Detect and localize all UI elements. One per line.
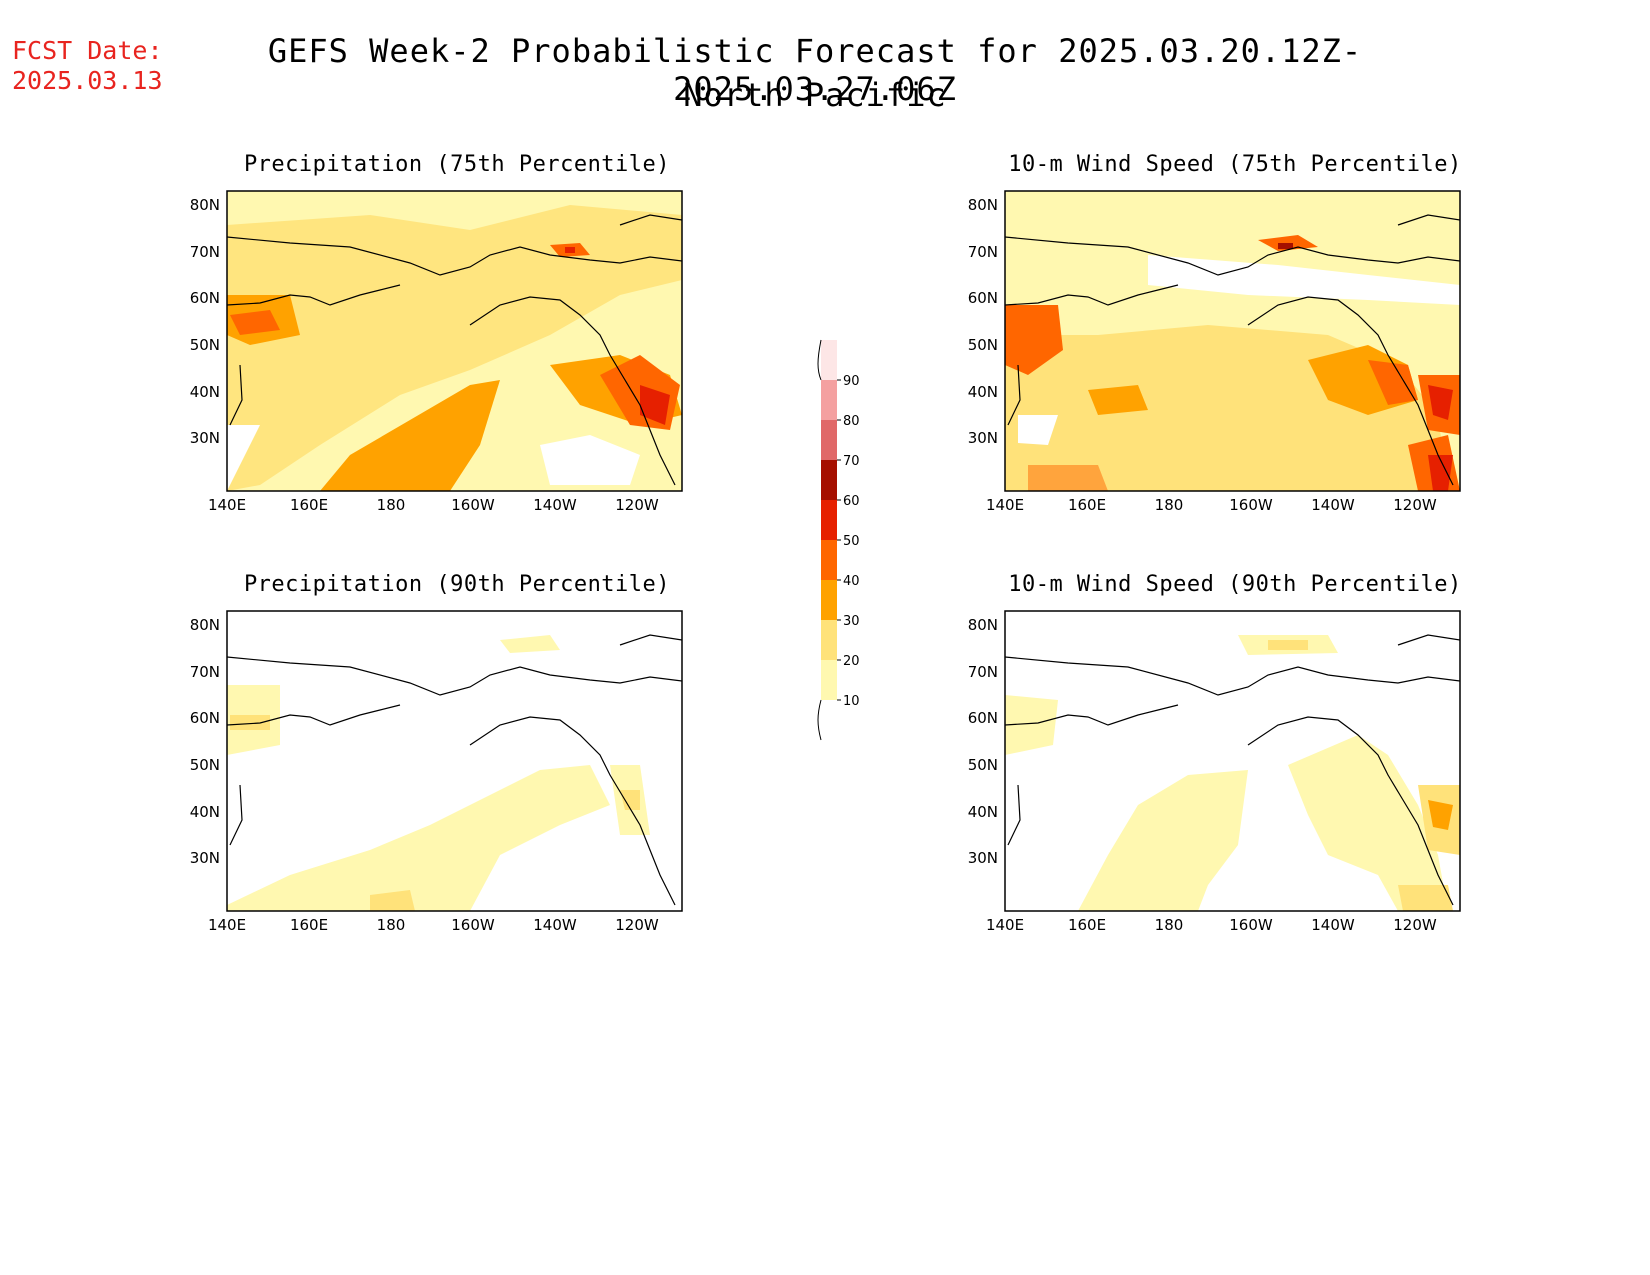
lon-label-180-precip75: 180: [377, 496, 406, 514]
lat-label-40n-wind75: 40N: [968, 383, 998, 401]
colorbar-label-40: 40: [843, 574, 860, 589]
colorbar-label-70: 70: [843, 454, 860, 469]
lon-label-140w-precip90: 140W: [533, 916, 577, 934]
colorbar-label-80: 80: [843, 414, 860, 429]
lat-label-80n-precip90: 80N: [190, 616, 220, 634]
panel-title-precip75: Precipitation (75th Percentile): [243, 152, 671, 177]
map-wind90: 80N 70N 60N 50N 40N 30N 140E 160E 180 16…: [968, 610, 1461, 934]
colorbar-swatch-7: [821, 420, 837, 460]
colorbar-label-10: 10: [843, 694, 860, 709]
lon-label-120w-wind90: 120W: [1393, 916, 1437, 934]
lon-label-140e-wind75: 140E: [986, 496, 1024, 514]
lat-label-30n-precip75: 30N: [190, 429, 220, 447]
lon-labels-wind75: 140E 160E 180 160W 140W 120W: [986, 496, 1437, 514]
lat-label-60n-precip75: 60N: [190, 289, 220, 307]
colorbar-swatch-6: [821, 460, 837, 500]
lat-label-30n-wind75: 30N: [968, 429, 998, 447]
lat-label-40n-wind90: 40N: [968, 803, 998, 821]
lon-label-140w-precip75: 140W: [533, 496, 577, 514]
lon-label-160e-precip75: 160E: [290, 496, 328, 514]
colorbar-swatch-3: [821, 580, 837, 620]
panel-title-wind90: 10-m Wind Speed (90th Percentile): [1008, 572, 1462, 597]
fcst-date-label: FCST Date:: [12, 36, 163, 65]
colorbar-label-90: 90: [843, 374, 860, 389]
lat-label-60n-wind75: 60N: [968, 289, 998, 307]
lon-label-160w-precip75: 160W: [451, 496, 495, 514]
lat-label-30n-precip90: 30N: [190, 849, 220, 867]
lon-label-120w-precip75: 120W: [615, 496, 659, 514]
lat-label-70n-wind75: 70N: [968, 243, 998, 261]
lat-label-50n-wind75: 50N: [968, 336, 998, 354]
fcst-date-value: 2025.03.13: [12, 66, 163, 95]
lon-label-120w-wind75: 120W: [1393, 496, 1437, 514]
lon-label-180-wind90: 180: [1155, 916, 1184, 934]
colorbar-label-30: 30: [843, 614, 860, 629]
lat-label-80n-wind75: 80N: [968, 196, 998, 214]
lat-label-70n-precip90: 70N: [190, 663, 220, 681]
lat-label-70n-precip75: 70N: [190, 243, 220, 261]
lon-label-140e-precip90: 140E: [208, 916, 246, 934]
lon-label-120w-precip90: 120W: [615, 916, 659, 934]
coastline-wind75: [1005, 214, 1460, 486]
colorbar-swatch-1: [821, 660, 837, 700]
lat-labels-precip90: 80N 70N 60N 50N 40N 30N: [190, 616, 220, 867]
lon-label-180-precip90: 180: [377, 916, 406, 934]
lon-label-160e-precip90: 160E: [290, 916, 328, 934]
colorbar-labels: 10 20 30 40 50 60 70 80 90: [837, 374, 860, 709]
main-title: GEFS Week-2 Probabilistic Forecast for 2…: [267, 32, 1363, 108]
coastline-precip90: [227, 634, 682, 906]
coastline-wind90: [1005, 634, 1460, 906]
lon-label-140e-wind90: 140E: [986, 916, 1024, 934]
lat-label-60n-precip90: 60N: [190, 709, 220, 727]
lon-labels-precip75: 140E 160E 180 160W 140W 120W: [208, 496, 659, 514]
lon-label-160w-wind90: 160W: [1229, 916, 1273, 934]
lon-label-140w-wind90: 140W: [1311, 916, 1355, 934]
lat-label-30n-wind90: 30N: [968, 849, 998, 867]
lon-label-180-wind75: 180: [1155, 496, 1184, 514]
colorbar-label-50: 50: [843, 534, 860, 549]
lon-label-160e-wind90: 160E: [1068, 916, 1106, 934]
colorbar-swatch-4: [821, 540, 837, 580]
lat-labels-precip75: 80N 70N 60N 50N 40N 30N: [190, 196, 220, 447]
lat-label-80n-wind90: 80N: [968, 616, 998, 634]
map-precip90: 80N 70N 60N 50N 40N 30N 140E 160E 180 16…: [190, 610, 683, 934]
map-precip75: 80N 70N 60N 50N 40N 30N 140E 160E 180 16…: [190, 190, 683, 514]
lon-label-160e-wind75: 160E: [1068, 496, 1106, 514]
lat-label-60n-wind90: 60N: [968, 709, 998, 727]
colorbar-swatch-9: [821, 340, 837, 380]
panel-title-precip90: Precipitation (90th Percentile): [243, 572, 671, 597]
colorbar-label-60: 60: [843, 494, 860, 509]
lat-labels-wind90: 80N 70N 60N 50N 40N 30N: [968, 616, 998, 867]
colorbar-swatch-2: [821, 620, 837, 660]
lon-label-140w-wind75: 140W: [1311, 496, 1355, 514]
coastline-precip75: [227, 214, 682, 486]
colorbar-swatch-5: [821, 500, 837, 540]
lon-label-160w-precip90: 160W: [451, 916, 495, 934]
lat-label-40n-precip75: 40N: [190, 383, 220, 401]
lon-labels-precip90: 140E 160E 180 160W 140W 120W: [208, 916, 659, 934]
colorbar-label-20: 20: [843, 654, 860, 669]
lon-label-140e-precip75: 140E: [208, 496, 246, 514]
colorbar-swatch-8: [821, 380, 837, 420]
panel-title-wind75: 10-m Wind Speed (75th Percentile): [1008, 152, 1462, 177]
lat-label-40n-precip90: 40N: [190, 803, 220, 821]
lon-label-160w-wind75: 160W: [1229, 496, 1273, 514]
lat-label-50n-wind90: 50N: [968, 756, 998, 774]
lat-label-70n-wind90: 70N: [968, 663, 998, 681]
map-wind75: 80N 70N 60N 50N 40N 30N 140E 160E 180 16…: [968, 190, 1461, 514]
lat-label-50n-precip90: 50N: [190, 756, 220, 774]
lon-labels-wind90: 140E 160E 180 160W 140W 120W: [986, 916, 1437, 934]
colorbar-swatches: [821, 340, 837, 700]
lat-label-50n-precip75: 50N: [190, 336, 220, 354]
fcst-date-block: FCST Date: 2025.03.13: [12, 36, 163, 96]
lat-labels-wind75: 80N 70N 60N 50N 40N 30N: [968, 196, 998, 447]
lat-label-80n-precip75: 80N: [190, 196, 220, 214]
colorbar: 10 20 30 40 50 60 70 80 90: [817, 339, 860, 741]
region-title: North Pacific: [683, 76, 947, 114]
